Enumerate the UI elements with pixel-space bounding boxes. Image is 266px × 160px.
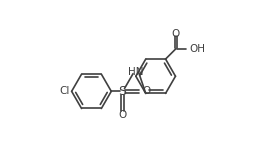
Text: S: S: [119, 85, 127, 98]
Text: O: O: [118, 110, 127, 120]
Text: OH: OH: [189, 44, 205, 54]
Text: O: O: [142, 86, 151, 96]
Text: O: O: [172, 29, 180, 39]
Text: Cl: Cl: [60, 86, 70, 96]
Text: HN: HN: [128, 67, 144, 76]
